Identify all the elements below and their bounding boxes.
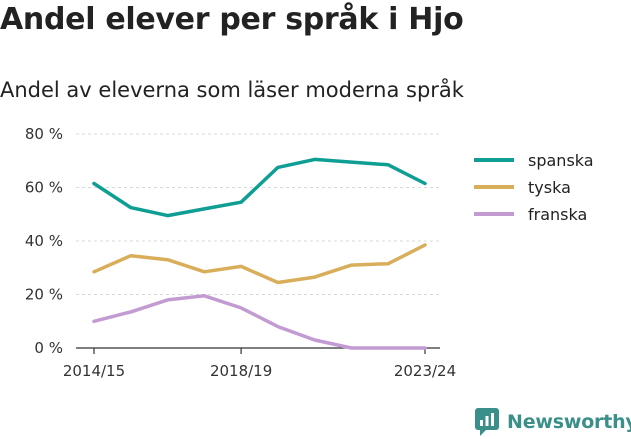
newsworthy-logo-icon: [475, 408, 499, 436]
grid-lines: [76, 133, 440, 295]
newsworthy-logo: Newsworthy: [475, 408, 631, 436]
series-lines: [92, 157, 427, 350]
series-line-franska: [92, 294, 427, 350]
chart-title: Andel elever per språk i Hjo: [0, 2, 464, 37]
series-line-spanska: [92, 157, 427, 218]
chart-subtitle: Andel av eleverna som läser moderna språ…: [0, 78, 464, 102]
legend-label-tyska: tyska: [528, 178, 571, 197]
legend-label-spanska: spanska: [528, 151, 594, 170]
x-tick-label: 2018/19: [210, 362, 272, 380]
y-axis-ticks: 0 % 20 % 40 % 60 % 80 %: [25, 125, 63, 357]
y-tick-label: 60 %: [25, 179, 63, 197]
x-tick-label: 2023/24: [394, 362, 456, 380]
y-tick-label: 40 %: [25, 232, 63, 250]
y-tick-label: 20 %: [25, 286, 63, 304]
x-axis-ticks: 2014/15 2018/19 2023/24: [63, 348, 456, 380]
x-tick-label: 2014/15: [63, 362, 125, 380]
legend: spanska tyska franska: [474, 151, 594, 224]
y-tick-label: 0 %: [34, 339, 63, 357]
y-tick-label: 80 %: [25, 125, 63, 143]
brand-name: Newsworthy: [507, 411, 631, 433]
series-line-tyska: [92, 243, 427, 285]
legend-label-franska: franska: [528, 205, 587, 224]
